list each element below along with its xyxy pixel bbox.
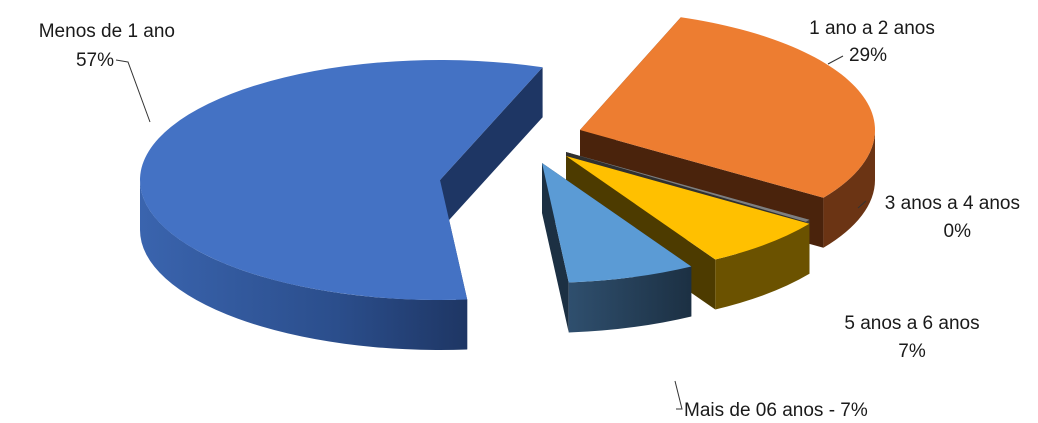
slice-label-3-a-4-anos: 3 anos a 4 anos	[885, 193, 1020, 214]
leader-3-a-4-anos	[857, 200, 867, 209]
slice-rim-5-a-6-anos	[715, 223, 810, 310]
slice-label-mais-de-06-anos: Mais de 06 anos - 7%	[684, 400, 868, 421]
leader-mais-de-06-anos	[674, 380, 683, 410]
slice-label-menos-de-1-ano: Menos de 1 ano	[39, 21, 175, 42]
slice-top-5-a-6-anos	[566, 156, 810, 260]
slice-top-1-a-2-anos	[580, 17, 875, 198]
slice-wall-menos-de-1-ano	[440, 67, 543, 231]
slice-wall-mais-de-06-anos	[542, 163, 569, 333]
leader-menos-de-1-ano	[115, 59, 151, 123]
slice-pct-5-a-6-anos: 7%	[898, 341, 926, 362]
slice-top-menos-de-1-ano	[140, 60, 543, 301]
leader-1-a-2-anos	[827, 55, 844, 65]
slice-rim-mais-de-06-anos	[568, 266, 692, 333]
slice-rim-1-a-2-anos	[823, 130, 875, 248]
slice-pct-3-a-4-anos: 0%	[944, 221, 972, 242]
slice-top-3-a-4-anos	[566, 152, 810, 222]
slice-top-mais-de-06-anos	[542, 163, 692, 283]
slice-label-1-a-2-anos: 1 ano a 2 anos	[809, 18, 935, 39]
slice-label-5-a-6-anos: 5 anos a 6 anos	[844, 313, 979, 334]
slice-mais-de-06-anos	[542, 163, 692, 333]
slice-menos-de-1-ano	[140, 60, 543, 351]
slice-rim-menos-de-1-ano	[140, 180, 468, 351]
slice-pct-menos-de-1-ano: 57%	[76, 50, 114, 71]
slice-pct-1-a-2-anos: 29%	[849, 45, 887, 66]
